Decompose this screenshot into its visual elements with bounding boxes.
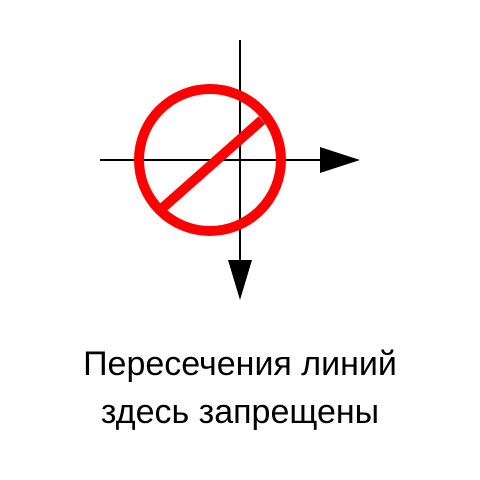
arrow-right-icon: [320, 147, 360, 173]
arrow-down-icon: [228, 260, 252, 300]
caption-line-2: здесь запрещены: [100, 393, 380, 431]
no-crossing-sign-icon: [134, 84, 286, 236]
caption: Пересечения линий здесь запрещены: [0, 340, 480, 436]
caption-line-1: Пересечения линий: [83, 345, 397, 383]
line-crossing-diagram: [100, 40, 360, 300]
prohibition-circle: [134, 84, 286, 236]
prohibition-slash: [154, 116, 266, 216]
